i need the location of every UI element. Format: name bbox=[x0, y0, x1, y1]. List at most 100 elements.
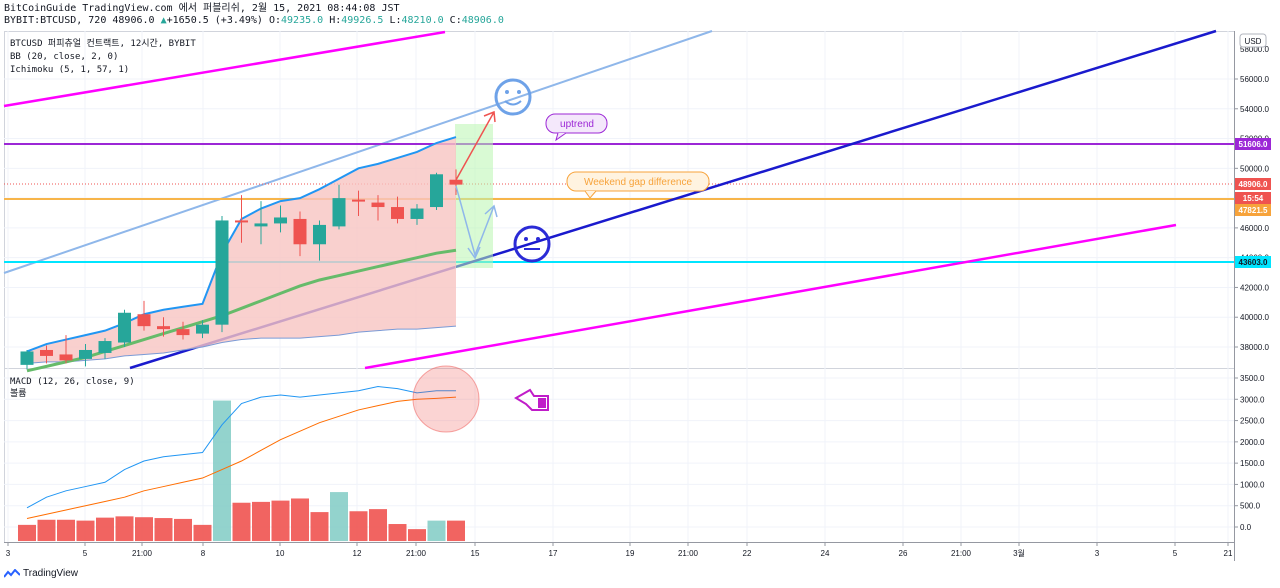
badge-bg bbox=[1235, 178, 1271, 190]
face-eye bbox=[505, 90, 509, 94]
price-badge: 47821.5 bbox=[1235, 204, 1271, 216]
time-tick-label: 21:00 bbox=[678, 549, 699, 558]
footer-brand: TradingView bbox=[23, 568, 79, 579]
ichimoku-line bbox=[26, 248, 457, 373]
face-outline bbox=[494, 78, 532, 116]
candle-body[interactable] bbox=[313, 224, 326, 245]
macd-tick-label: 1500.0 bbox=[1240, 459, 1265, 468]
candles[interactable] bbox=[20, 169, 463, 370]
candle-body[interactable] bbox=[118, 312, 131, 343]
macd-lines bbox=[26, 365, 549, 519]
candle-body[interactable] bbox=[235, 220, 248, 223]
low-value: 48210.0 bbox=[401, 15, 444, 26]
macd-tick-label: 1000.0 bbox=[1240, 480, 1265, 489]
candle-body[interactable] bbox=[293, 218, 307, 245]
candle-body[interactable] bbox=[79, 349, 92, 359]
price-badges: 51606.0 48906.0 15:54 47821.5 43603.0 bbox=[1235, 138, 1271, 268]
candle-body[interactable] bbox=[449, 179, 463, 185]
time-tick-label: 5 bbox=[1173, 549, 1178, 558]
time-tick-label: 8 bbox=[201, 549, 206, 558]
volume-bar bbox=[232, 502, 251, 542]
projection-box[interactable] bbox=[455, 124, 493, 268]
high-value: 49926.5 bbox=[341, 15, 384, 26]
low-label: L: bbox=[389, 15, 402, 26]
gap-bubble-tail bbox=[584, 190, 597, 199]
footer[interactable]: TradingView bbox=[4, 568, 78, 579]
last-price: 48906.0 bbox=[112, 15, 155, 26]
uptrend-bubble-tail bbox=[555, 132, 567, 142]
time-tick-label: 17 bbox=[549, 549, 558, 558]
annotation-drawings[interactable]: uptrend Weekend gap difference bbox=[455, 78, 710, 263]
face-outline bbox=[513, 225, 551, 263]
up-arrow[interactable] bbox=[455, 111, 495, 181]
candle-body[interactable] bbox=[20, 351, 34, 365]
price-badge: 48906.0 bbox=[1235, 178, 1271, 190]
legend-bb: BB (20, close, 2, 0) bbox=[10, 52, 118, 62]
badge-bg bbox=[1235, 192, 1271, 204]
price-change: +1650.5 (+3.49%) bbox=[166, 15, 263, 26]
symbol-label: BYBIT:BTCUSD, 720 bbox=[4, 15, 107, 26]
volume-bar bbox=[193, 524, 212, 542]
hand-cuff bbox=[538, 398, 546, 408]
swing-arrow-head-down bbox=[467, 246, 481, 260]
currency-badge[interactable] bbox=[1239, 33, 1267, 48]
price-badge: 15:54 bbox=[1235, 192, 1271, 204]
open-value: 49235.0 bbox=[281, 15, 324, 26]
time-tick-label: 10 bbox=[276, 549, 285, 558]
time-axis[interactable]: 3 5 21:00 8 10 12 21:00 15 17 19 21:00 22 24 26 21:00 3… bbox=[6, 542, 1233, 558]
candle-body[interactable] bbox=[59, 354, 73, 361]
highlight-circle[interactable] bbox=[412, 365, 480, 433]
macd-tick-label: 0.0 bbox=[1240, 523, 1252, 532]
neutral-face-icon[interactable] bbox=[513, 225, 551, 263]
high-label: H: bbox=[329, 15, 342, 26]
candle-body[interactable] bbox=[215, 220, 229, 325]
channel-line-lightblue[interactable] bbox=[3, 30, 713, 274]
candle-body[interactable] bbox=[98, 341, 112, 353]
macd-tick-label: 3000.0 bbox=[1240, 395, 1265, 404]
badge-label: 43603.0 bbox=[1239, 258, 1268, 267]
uptrend-bubble bbox=[545, 113, 608, 134]
candle-body[interactable] bbox=[254, 223, 268, 227]
happy-face-icon[interactable] bbox=[494, 78, 532, 116]
publish-line: BitCoinGuide TradingView.com 에서 퍼블리쉬, 2월… bbox=[4, 3, 400, 14]
face-eye bbox=[524, 237, 528, 241]
swing-arrow[interactable] bbox=[455, 185, 495, 258]
candle-body[interactable] bbox=[196, 324, 209, 334]
pointing-hand-icon[interactable] bbox=[514, 388, 549, 411]
time-tick-label: 3 bbox=[1095, 549, 1100, 558]
volume-bar bbox=[369, 509, 387, 542]
tradingview-logo-icon bbox=[4, 569, 20, 578]
badge-bg bbox=[1235, 204, 1271, 216]
volume-bars bbox=[18, 400, 465, 542]
candle-body[interactable] bbox=[157, 326, 170, 330]
candle-body[interactable] bbox=[410, 208, 424, 219]
trend-line-upper-magenta[interactable] bbox=[3, 30, 446, 108]
time-tick-label: 24 bbox=[821, 549, 830, 558]
volume-bar bbox=[18, 524, 36, 542]
close-value: 48906.0 bbox=[461, 15, 504, 26]
volume-bar bbox=[37, 519, 56, 542]
signal-line bbox=[26, 396, 457, 519]
candle-body[interactable] bbox=[40, 349, 53, 356]
macd-line bbox=[26, 386, 456, 509]
uptrend-callout[interactable]: uptrend bbox=[545, 113, 608, 142]
candle-body[interactable] bbox=[371, 202, 385, 208]
candle-body[interactable] bbox=[332, 198, 346, 227]
candle-body[interactable] bbox=[430, 174, 443, 208]
gap-callout[interactable]: Weekend gap difference bbox=[566, 171, 710, 199]
legend-macd: MACD (12, 26, close, 9) bbox=[10, 377, 135, 387]
macd-axis[interactable]: 0.0 500.0 1000.0 1500.0 2000.0 2500.0 3000.0 35… bbox=[1234, 374, 1265, 532]
trend-line-lower-magenta[interactable] bbox=[364, 223, 1177, 370]
volume-bar bbox=[96, 517, 114, 542]
candle-body[interactable] bbox=[391, 207, 404, 219]
macd-tick-label: 3500.0 bbox=[1240, 374, 1265, 383]
legend-volume: 볼륨 bbox=[10, 388, 27, 399]
volume-bar bbox=[388, 524, 407, 542]
time-tick-label: 22 bbox=[743, 549, 752, 558]
candle-body[interactable] bbox=[352, 199, 365, 202]
candle-body[interactable] bbox=[274, 217, 287, 224]
candle-body[interactable] bbox=[137, 314, 151, 327]
candle-body[interactable] bbox=[176, 329, 190, 336]
badge-bg bbox=[1235, 256, 1271, 268]
